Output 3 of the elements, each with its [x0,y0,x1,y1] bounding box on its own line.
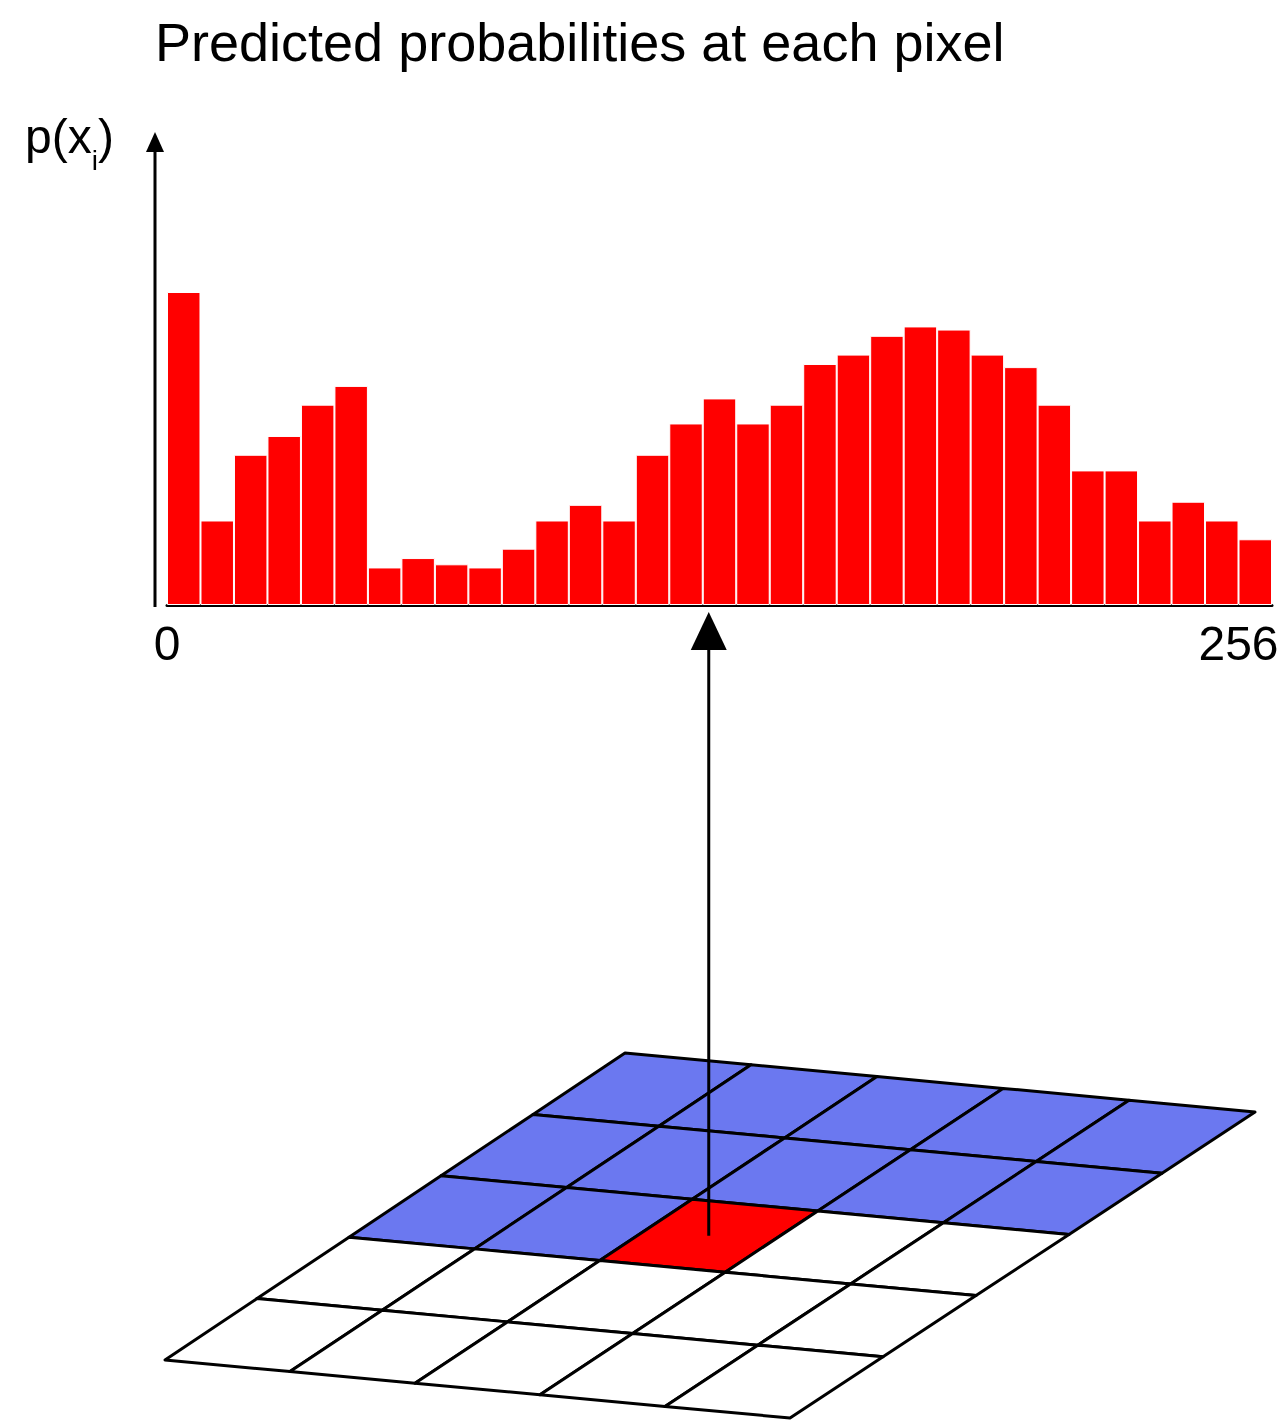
chart-title: Predicted probabilities at each pixel [155,12,1005,72]
x-tick-label: 0 [153,616,181,670]
x-tick-label: 256 [1198,616,1279,670]
